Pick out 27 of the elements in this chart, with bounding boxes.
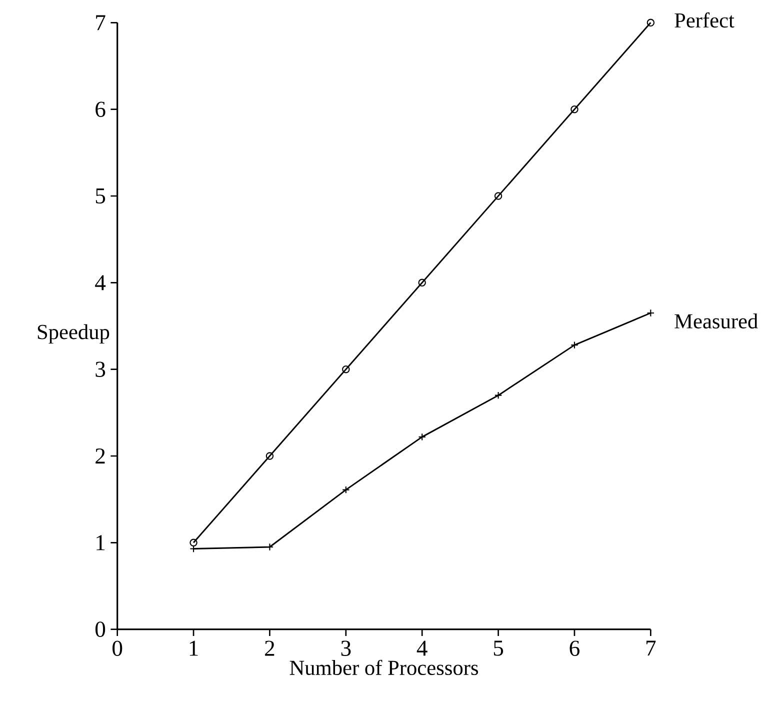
point (342, 365, 350, 374)
x-tick-label: 2 (265, 640, 274, 656)
y-tick-label: 2 (96, 448, 105, 464)
point (494, 192, 502, 200)
x-axis-title: Number of Processors (290, 660, 478, 676)
y-tick-label: 4 (95, 275, 106, 290)
point (418, 278, 426, 287)
x-tick-label: 5 (494, 640, 504, 656)
series-label: Measured (674, 313, 758, 329)
x-tick-label: 6 (570, 640, 580, 656)
x-tick-label: 7 (646, 640, 656, 656)
y-axis-title: Speedup (38, 324, 110, 344)
y-tick-label: 3 (96, 362, 106, 377)
point (190, 538, 198, 547)
y-tick-label: 1 (96, 535, 105, 550)
x-tick-label: 4 (416, 640, 428, 656)
point (266, 452, 274, 460)
y-tick-label: 0 (95, 622, 106, 637)
y-tick-label: 7 (96, 15, 106, 30)
y-tick-label: 6 (96, 102, 106, 117)
point (570, 105, 578, 114)
x-tick-label: 3 (341, 640, 351, 656)
x-tick-label: 0 (112, 640, 122, 656)
point (646, 18, 655, 27)
x-tick-label: 1 (190, 640, 198, 656)
y-tick-label: 5 (96, 188, 106, 204)
series-label: Perfect (674, 12, 734, 28)
